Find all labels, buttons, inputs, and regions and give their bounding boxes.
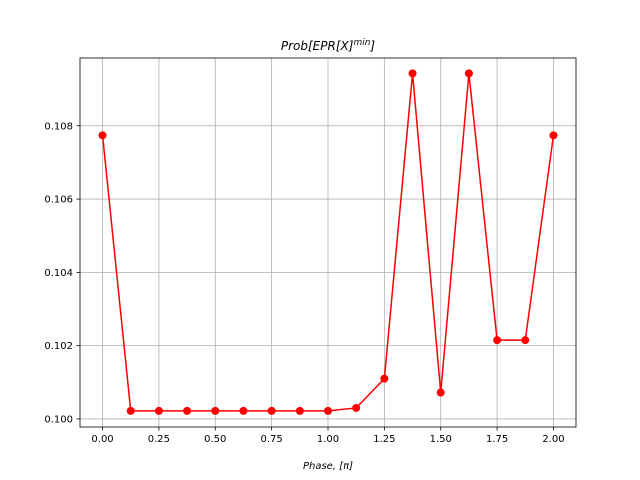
data-point xyxy=(493,336,502,345)
data-point xyxy=(352,403,361,412)
data-point xyxy=(267,406,276,415)
series-layer xyxy=(98,69,558,415)
x-tick-label: 1.00 xyxy=(317,434,339,445)
data-point xyxy=(521,336,530,345)
x-tick-label: 0.75 xyxy=(261,434,283,445)
x-tick-label: 0.00 xyxy=(91,434,113,445)
data-point xyxy=(126,406,135,415)
data-point xyxy=(295,406,304,415)
plot-frame xyxy=(79,57,577,428)
x-axis-label: Phase, [π] xyxy=(303,461,353,472)
x-tick-label: 1.75 xyxy=(486,434,508,445)
y-axis-ticks: 0.100 0.102 0.104 0.106 0.108 xyxy=(44,121,80,425)
x-axis-ticks: 0.00 0.25 0.50 0.75 1.00 1.25 1.50 1.75 2.00 xyxy=(91,427,565,445)
data-point xyxy=(408,69,417,78)
data-point xyxy=(183,406,192,415)
data-point xyxy=(154,406,163,415)
grid-lines xyxy=(80,58,576,427)
x-tick-label: 0.25 xyxy=(148,434,170,445)
x-tick-label: 1.50 xyxy=(430,434,452,445)
data-point xyxy=(239,406,248,415)
chart-title: Prob[EPR[X]min] xyxy=(281,38,376,53)
y-tick-label: 0.106 xyxy=(44,195,73,206)
data-point xyxy=(549,131,558,140)
x-tick-label: 2.00 xyxy=(542,434,564,445)
data-point xyxy=(464,69,473,78)
chart-title-superscript: min xyxy=(353,38,370,48)
data-point xyxy=(436,388,445,397)
y-tick-label: 0.104 xyxy=(44,268,73,279)
y-tick-label: 0.102 xyxy=(44,341,73,352)
y-tick-label: 0.108 xyxy=(44,121,73,132)
data-point xyxy=(324,406,332,415)
data-point xyxy=(98,131,107,140)
data-point xyxy=(211,406,220,415)
y-tick-label: 0.100 xyxy=(44,414,73,425)
data-point xyxy=(380,374,389,383)
x-tick-label: 1.25 xyxy=(373,434,395,445)
x-tick-label: 0.50 xyxy=(204,434,226,445)
